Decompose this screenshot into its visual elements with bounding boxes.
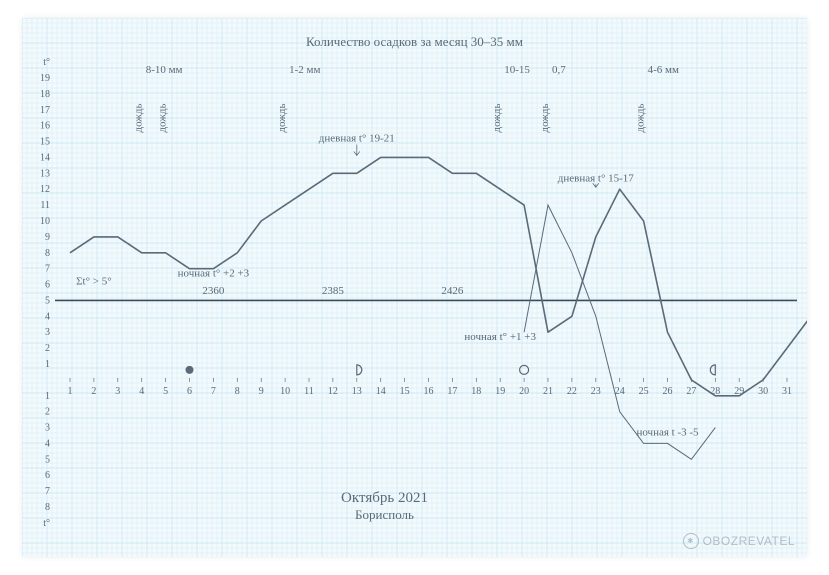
- svg-text:17: 17: [40, 105, 50, 116]
- svg-text:13: 13: [352, 386, 362, 397]
- svg-text:Σt° > 5°: Σt° > 5°: [76, 276, 111, 288]
- svg-text:8: 8: [235, 386, 240, 397]
- svg-text:18: 18: [471, 386, 481, 397]
- svg-text:дождь: дождь: [491, 103, 503, 132]
- svg-text:10-15: 10-15: [504, 64, 530, 76]
- svg-text:1: 1: [45, 391, 50, 402]
- svg-text:Количество осадков за месяц 30: Количество осадков за месяц 30–35 мм: [306, 34, 523, 49]
- svg-text:16: 16: [40, 121, 50, 132]
- svg-text:дневная t° 15-17: дневная t° 15-17: [558, 172, 635, 184]
- svg-text:17: 17: [447, 386, 457, 397]
- svg-text:8-10 мм: 8-10 мм: [146, 64, 183, 76]
- svg-text:1: 1: [45, 359, 50, 370]
- svg-text:8: 8: [45, 502, 50, 513]
- svg-text:16: 16: [424, 386, 434, 397]
- svg-text:7: 7: [45, 486, 50, 497]
- svg-text:4: 4: [139, 386, 144, 397]
- svg-text:дождь: дождь: [276, 103, 288, 132]
- svg-text:31: 31: [782, 386, 792, 397]
- svg-text:21: 21: [543, 386, 553, 397]
- svg-text:0,7: 0,7: [552, 64, 566, 76]
- svg-text:2: 2: [91, 386, 96, 397]
- svg-text:2: 2: [45, 407, 50, 418]
- svg-text:15: 15: [40, 137, 50, 148]
- graph-paper: Количество осадков за месяц 30–35 мм1918…: [22, 18, 807, 557]
- svg-text:2: 2: [45, 343, 50, 354]
- svg-text:4: 4: [45, 438, 50, 449]
- svg-text:дождь: дождь: [635, 103, 647, 132]
- svg-text:26: 26: [663, 386, 673, 397]
- svg-text:4-6 мм: 4-6 мм: [648, 64, 679, 76]
- svg-text:8: 8: [45, 248, 50, 259]
- svg-text:9: 9: [45, 232, 50, 243]
- svg-text:27: 27: [686, 386, 696, 397]
- svg-text:12: 12: [328, 386, 338, 397]
- svg-text:t°: t°: [43, 518, 50, 529]
- svg-text:6: 6: [187, 386, 192, 397]
- svg-text:ночная t -3 -5: ночная t -3 -5: [636, 427, 699, 439]
- svg-text:ночная t° +2 +3: ночная t° +2 +3: [178, 268, 250, 280]
- svg-text:10: 10: [40, 216, 50, 227]
- svg-text:4: 4: [45, 311, 50, 322]
- svg-text:11: 11: [40, 200, 50, 211]
- svg-text:24: 24: [615, 386, 625, 397]
- svg-text:19: 19: [495, 386, 505, 397]
- svg-text:5: 5: [163, 386, 168, 397]
- svg-text:30: 30: [758, 386, 768, 397]
- svg-text:7: 7: [211, 386, 216, 397]
- svg-text:11: 11: [304, 386, 314, 397]
- svg-text:7: 7: [45, 264, 50, 275]
- svg-text:дождь: дождь: [539, 103, 551, 132]
- plot-layer: Количество осадков за месяц 30–35 мм1918…: [22, 18, 807, 557]
- svg-text:3: 3: [45, 423, 50, 434]
- svg-text:2360: 2360: [202, 285, 225, 297]
- svg-text:19: 19: [40, 73, 50, 84]
- svg-text:t°: t°: [43, 57, 50, 68]
- svg-text:1-2 мм: 1-2 мм: [289, 64, 320, 76]
- svg-text:дневная t° 19-21: дневная t° 19-21: [319, 133, 395, 145]
- svg-text:дождь: дождь: [133, 103, 145, 132]
- svg-text:2426: 2426: [441, 285, 464, 297]
- svg-text:10: 10: [280, 386, 290, 397]
- svg-text:3: 3: [45, 327, 50, 338]
- svg-text:Борисполь: Борисполь: [355, 507, 414, 522]
- svg-text:ночная t° +1 +3: ночная t° +1 +3: [464, 331, 536, 343]
- svg-text:6: 6: [45, 470, 50, 481]
- svg-text:5: 5: [45, 454, 50, 465]
- svg-text:23: 23: [591, 386, 601, 397]
- svg-text:1: 1: [68, 386, 73, 397]
- svg-text:25: 25: [639, 386, 649, 397]
- svg-text:18: 18: [40, 89, 50, 100]
- svg-text:Октябрь 2021: Октябрь 2021: [341, 490, 428, 506]
- watermark: ✱ OBOZREVATEL: [683, 533, 795, 549]
- svg-text:14: 14: [40, 152, 50, 163]
- svg-text:9: 9: [259, 386, 264, 397]
- svg-text:2385: 2385: [322, 285, 345, 297]
- svg-text:12: 12: [40, 184, 50, 195]
- svg-text:22: 22: [567, 386, 577, 397]
- svg-text:6: 6: [45, 280, 50, 291]
- svg-text:3: 3: [115, 386, 120, 397]
- svg-text:15: 15: [400, 386, 410, 397]
- svg-text:13: 13: [40, 168, 50, 179]
- svg-text:дождь: дождь: [157, 103, 169, 132]
- svg-text:14: 14: [376, 386, 386, 397]
- svg-text:5: 5: [45, 295, 50, 306]
- watermark-icon: ✱: [683, 533, 699, 549]
- svg-text:20: 20: [519, 386, 529, 397]
- watermark-text: OBOZREVATEL: [703, 534, 795, 548]
